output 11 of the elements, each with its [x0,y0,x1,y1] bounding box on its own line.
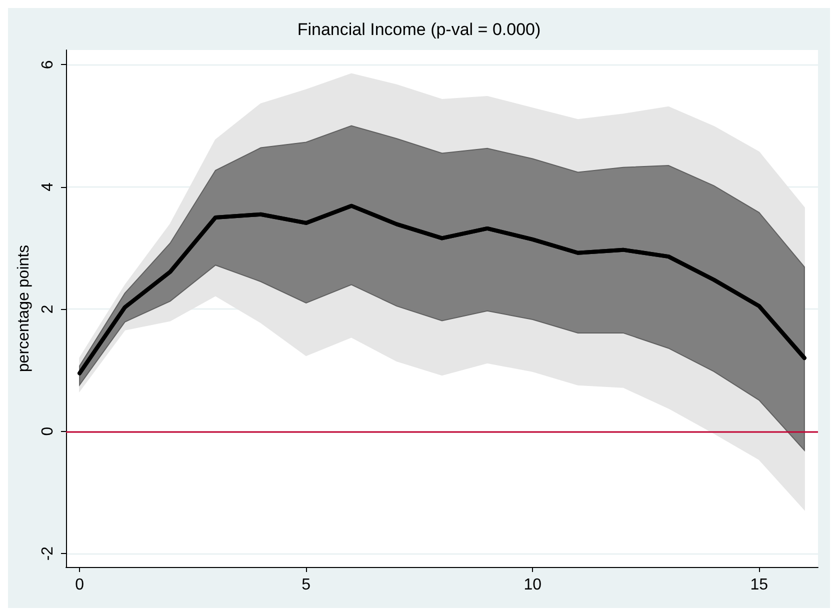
x-tick-label: 15 [750,576,768,594]
y-tick-label: 2 [40,304,56,314]
y-tick-label: 4 [40,182,56,192]
x-tick-label: 5 [302,576,311,594]
x-tick-label: 0 [75,576,84,594]
y-tick-label: -2 [40,546,56,561]
chart-title: Financial Income (p-val = 0.000) [297,20,541,39]
y-axis-title: percentage points [16,244,32,372]
x-tick-label: 10 [524,576,542,594]
y-tick-label: 6 [40,60,56,70]
y-tick-label: 0 [40,426,56,436]
